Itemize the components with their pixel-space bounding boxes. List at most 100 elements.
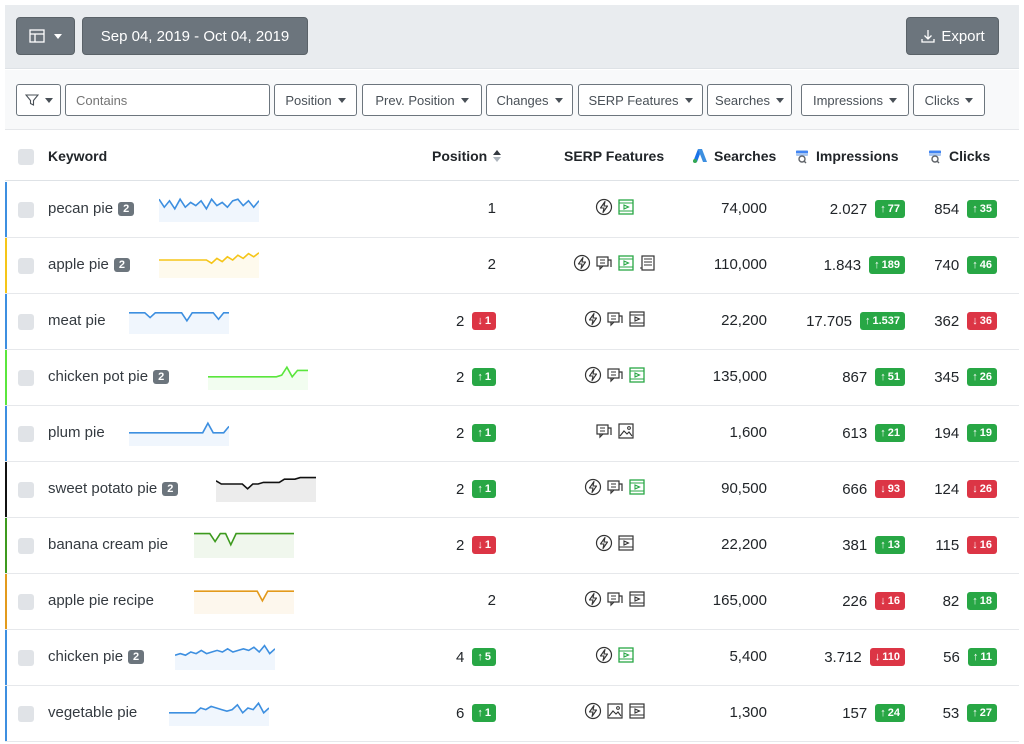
clicks-change-badge-value: 26 (979, 483, 992, 495)
table-row[interactable]: banana cream pie 2 ↓ 1 22,200 381 ↑ 13 115 ↓ 1… (5, 518, 1019, 574)
select-all-checkbox[interactable] (18, 149, 34, 165)
filter-type-button[interactable] (16, 84, 61, 116)
column-searches[interactable]: Searches (692, 148, 776, 164)
video-icon[interactable] (617, 198, 635, 220)
amp-icon[interactable] (595, 646, 613, 668)
keyword-cell[interactable]: sweet potato pie 2 (48, 480, 179, 497)
column-position[interactable]: Position (432, 148, 502, 164)
video-icon[interactable] (617, 646, 635, 668)
sparkline-line (194, 590, 294, 603)
chevron-down-icon (684, 97, 693, 103)
keyword-cell[interactable]: apple pie 2 (48, 256, 131, 273)
layout-menu-button[interactable] (16, 17, 75, 55)
impressions-change-badge: ↓ 16 (875, 592, 905, 610)
amp-icon[interactable] (595, 198, 613, 220)
clicks-change-badge-value: 27 (979, 707, 992, 719)
column-clicks[interactable]: Clicks (927, 148, 990, 164)
table-row[interactable]: plum pie 2 ↑ 1 1,600 613 ↑ 21 194 ↑ 19 (5, 406, 1019, 462)
row-checkbox[interactable] (18, 258, 34, 274)
row-checkbox[interactable] (18, 538, 34, 554)
row-checkbox[interactable] (18, 650, 34, 666)
contains-input[interactable] (65, 84, 270, 116)
keyword-cell[interactable]: plum pie (48, 424, 105, 441)
chat-icon[interactable] (606, 478, 624, 500)
amp-icon[interactable] (584, 478, 602, 500)
impressions-cell: 3.712 ↓ 110 (824, 648, 905, 666)
column-impressions[interactable]: Impressions (794, 148, 898, 164)
table-row[interactable]: apple pie 2 2 110,000 1.843 ↑ 189 740 ↑ 46 (5, 238, 1019, 294)
table-row[interactable]: pecan pie 2 1 74,000 2.027 ↑ 77 854 ↑ 35 (5, 182, 1019, 238)
video-icon[interactable] (617, 534, 635, 556)
row-checkbox[interactable] (18, 202, 34, 218)
table-row[interactable]: apple pie recipe 2 165,000 226 ↓ 16 82 ↑ 18 (5, 574, 1019, 630)
video-icon[interactable] (628, 366, 646, 388)
amp-icon[interactable] (573, 254, 591, 276)
filter-position-button[interactable]: Position (274, 84, 357, 116)
filter-changes-button[interactable]: Changes (486, 84, 573, 116)
clicks-value: 82 (942, 592, 960, 610)
keyword-cell[interactable]: vegetable pie (48, 704, 137, 721)
amp-icon[interactable] (584, 590, 602, 612)
filter-serp-button[interactable]: SERP Features (578, 84, 703, 116)
clicks-cell: 53 ↑ 27 (943, 704, 997, 722)
image-icon[interactable] (617, 422, 635, 444)
table-row[interactable]: sweet potato pie 2 2 ↑ 1 90,500 666 ↓ 93 124 ↓… (5, 462, 1019, 518)
table-row[interactable]: chicken pie 2 4 ↑ 5 5,400 3.712 ↓ 110 56 ↑ 11 (5, 630, 1019, 686)
row-checkbox[interactable] (18, 482, 34, 498)
filter-prev-position-button[interactable]: Prev. Position (362, 84, 482, 116)
video-icon[interactable] (628, 478, 646, 500)
impressions-cell: 157 ↑ 24 (842, 704, 905, 722)
export-button[interactable]: Export (906, 17, 999, 55)
clicks-change-badge: ↑ 35 (967, 200, 997, 218)
impressions-change-badge-value: 1.537 (872, 315, 900, 327)
video-icon[interactable] (628, 702, 646, 724)
keyword-cell[interactable]: chicken pie 2 (48, 648, 145, 665)
article-icon[interactable] (639, 254, 657, 276)
keyword-cell[interactable]: pecan pie 2 (48, 200, 135, 217)
row-checkbox[interactable] (18, 426, 34, 442)
sparkline (159, 197, 259, 222)
impressions-change-badge: ↑ 77 (875, 200, 905, 218)
sparkline (216, 476, 316, 502)
table-row[interactable]: vegetable pie 6 ↑ 1 1,300 157 ↑ 24 53 ↑ 27 (5, 686, 1019, 742)
chat-icon[interactable] (595, 254, 613, 276)
row-color-bar (5, 462, 7, 517)
row-color-bar (5, 630, 7, 685)
video-icon[interactable] (628, 590, 646, 612)
filter-clicks-button[interactable]: Clicks (913, 84, 985, 116)
row-checkbox[interactable] (18, 706, 34, 722)
row-checkbox[interactable] (18, 370, 34, 386)
keyword-cell[interactable]: apple pie recipe (48, 592, 154, 609)
table-row[interactable]: chicken pot pie 2 2 ↑ 1 135,000 867 ↑ 51 345 ↑… (5, 350, 1019, 406)
filter-searches-button[interactable]: Searches (707, 84, 792, 116)
image-icon[interactable] (606, 702, 624, 724)
row-checkbox[interactable] (18, 314, 34, 330)
video-icon[interactable] (628, 310, 646, 332)
amp-icon[interactable] (584, 310, 602, 332)
date-range-button[interactable]: Sep 04, 2019 - Oct 04, 2019 (82, 17, 308, 55)
arrow-down-icon: ↓ (477, 315, 483, 327)
chat-icon[interactable] (606, 310, 624, 332)
column-serp[interactable]: SERP Features (564, 148, 665, 164)
keyword-cell[interactable]: chicken pot pie 2 (48, 368, 170, 385)
chat-icon[interactable] (606, 366, 624, 388)
table-row[interactable]: meat pie 2 ↓ 1 22,200 17.705 ↑ 1.537 362 ↓ 36 (5, 294, 1019, 350)
arrow-up-icon: ↑ (880, 371, 886, 383)
impressions-change-badge: ↑ 13 (875, 536, 905, 554)
position-value: 4 (456, 648, 465, 666)
amp-icon[interactable] (584, 702, 602, 724)
column-keyword[interactable]: Keyword (48, 148, 108, 164)
video-icon[interactable] (617, 254, 635, 276)
keyword-cell[interactable]: banana cream pie (48, 536, 168, 553)
amp-icon[interactable] (595, 534, 613, 556)
arrow-up-icon: ↑ (477, 427, 483, 439)
chat-icon[interactable] (606, 590, 624, 612)
filter-impressions-button[interactable]: Impressions (801, 84, 909, 116)
searches-value: 22,200 (721, 536, 767, 553)
amp-icon[interactable] (584, 366, 602, 388)
chat-icon[interactable] (595, 422, 613, 444)
column-impressions-label: Impressions (816, 148, 899, 164)
position-value: 2 (487, 256, 496, 273)
row-checkbox[interactable] (18, 594, 34, 610)
keyword-cell[interactable]: meat pie (48, 312, 106, 329)
